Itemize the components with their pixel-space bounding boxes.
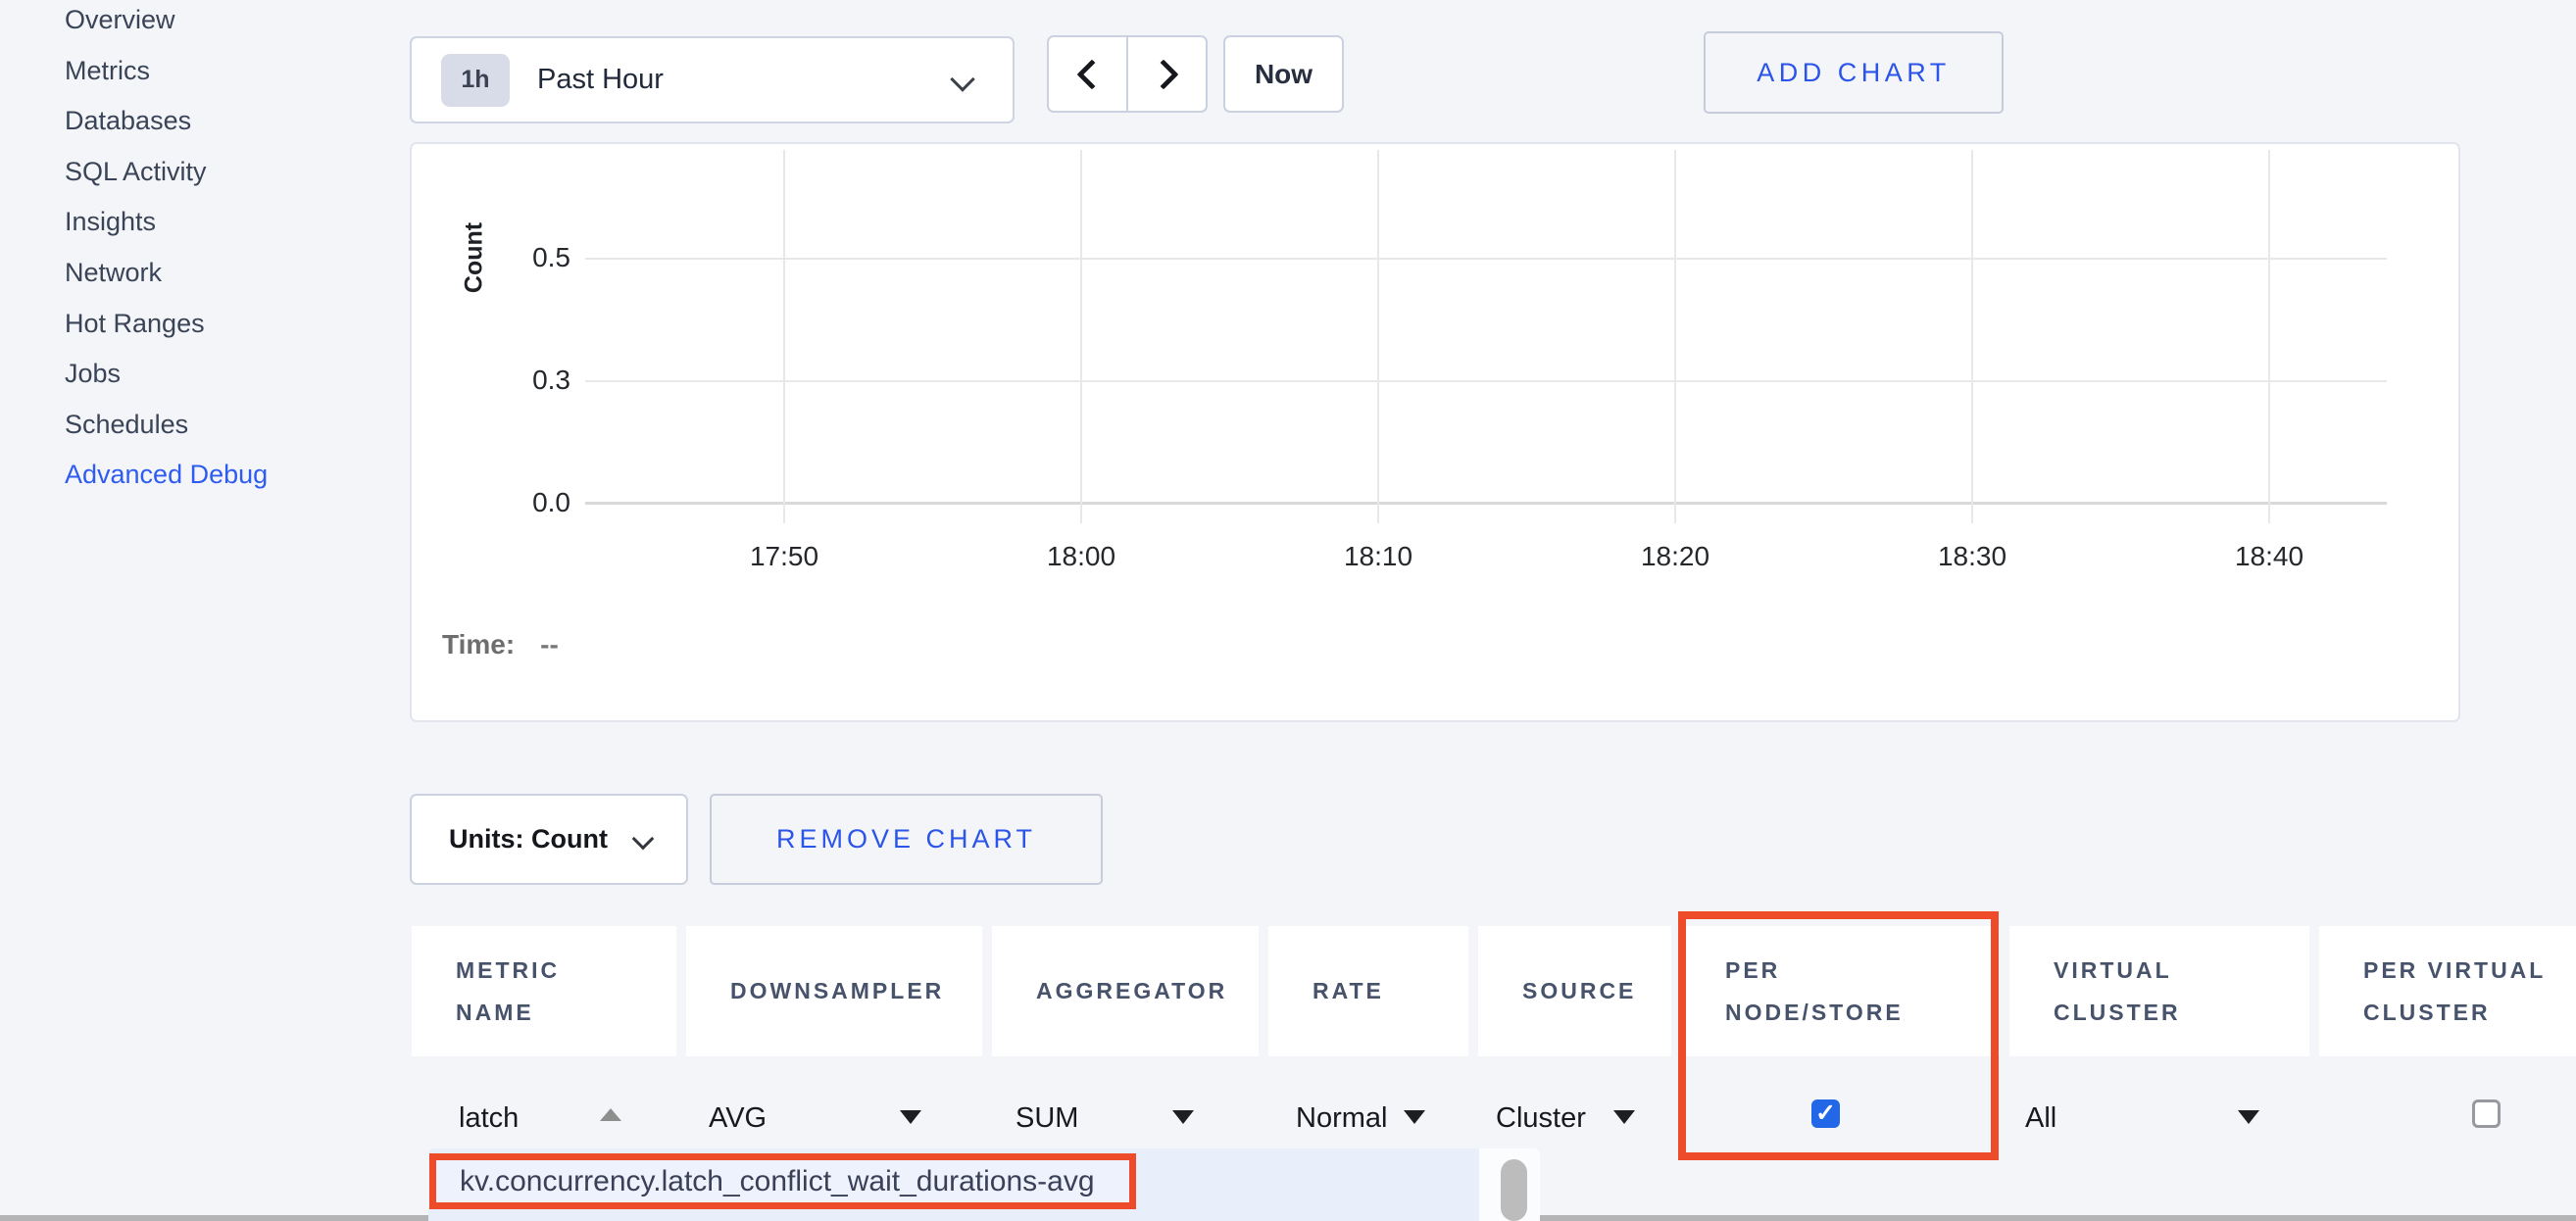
chevron-down-icon[interactable] [1613, 1110, 1635, 1124]
time-value: -- [540, 629, 559, 659]
source-select[interactable]: Cluster [1496, 1102, 1586, 1134]
aggregator-select[interactable]: SUM [1016, 1102, 1079, 1134]
sidebar-item-sql-activity[interactable]: SQL Activity [65, 156, 207, 186]
autocomplete-suggestion[interactable]: kv.concurrency.latch_conflict_wait_durat… [429, 1153, 1136, 1209]
chevron-down-icon[interactable] [2238, 1110, 2259, 1124]
chart-panel: Count 0.5 0.3 0.0 17:50 18:00 18:10 18:2… [410, 142, 2460, 722]
sidebar: Overview Metrics Databases SQL Activity … [65, 0, 388, 501]
units-select-label: Units: Count [449, 824, 608, 854]
add-chart-button[interactable]: ADD CHART [1704, 31, 2004, 114]
x-tick-1800: 18:00 [1046, 541, 1116, 571]
y-tick-0-5: 0.5 [532, 242, 570, 272]
chevron-right-icon [1147, 58, 1179, 90]
metric-name-input[interactable]: latch [459, 1102, 520, 1134]
check-icon: ✓ [1815, 1099, 1836, 1127]
chevron-down-icon[interactable] [1172, 1110, 1194, 1124]
chevron-down-icon[interactable] [900, 1110, 921, 1124]
time-step-buttons [1047, 35, 1208, 113]
x-tick-1810: 18:10 [1343, 541, 1413, 571]
chevron-down-icon [950, 67, 975, 92]
chevron-down-icon [631, 827, 655, 851]
next-range-button[interactable] [1128, 37, 1206, 111]
y-tick-0-0: 0.0 [532, 487, 570, 517]
prev-range-button[interactable] [1049, 37, 1128, 111]
gridline-horizontal [585, 380, 2387, 382]
time-range-label: Past Hour [537, 64, 664, 95]
sidebar-item-databases[interactable]: Databases [65, 106, 192, 136]
x-tick-1830: 18:30 [1937, 541, 2007, 571]
downsampler-select[interactable]: AVG [709, 1102, 768, 1134]
sidebar-item-network[interactable]: Network [65, 257, 163, 287]
remove-chart-button[interactable]: REMOVE CHART [710, 794, 1103, 885]
sidebar-item-hot-ranges[interactable]: Hot Ranges [65, 308, 205, 338]
gridline-vertical [2268, 150, 2270, 523]
x-tick-1840: 18:40 [2234, 541, 2304, 571]
gridline-vertical [1674, 150, 1676, 523]
sidebar-item-overview[interactable]: Overview [65, 5, 175, 34]
time-label: Time: [442, 629, 516, 659]
sidebar-item-metrics[interactable]: Metrics [65, 55, 150, 85]
gridline-horizontal [585, 258, 2387, 260]
x-tick-1750: 17:50 [749, 541, 819, 571]
column-header-per-virtual-cluster: PER VIRTUAL CLUSTER [2319, 926, 2576, 1056]
gridline-vertical [1080, 150, 1082, 523]
now-button[interactable]: Now [1223, 35, 1344, 113]
sort-up-icon[interactable] [600, 1108, 621, 1121]
time-range-select[interactable]: 1h Past Hour [410, 36, 1015, 123]
sidebar-item-schedules[interactable]: Schedules [65, 409, 189, 439]
column-header-virtual-cluster: VIRTUAL CLUSTER [2009, 926, 2309, 1056]
y-tick-0-3: 0.3 [532, 365, 570, 395]
per-virtual-cluster-checkbox[interactable]: ✓ [2472, 1099, 2501, 1128]
hover-time-readout: Time: -- [442, 629, 559, 660]
sidebar-item-advanced-debug[interactable]: Advanced Debug [65, 460, 269, 490]
gridline-vertical [783, 150, 785, 523]
chevron-left-icon [1075, 58, 1108, 90]
per-node-store-checkbox[interactable]: ✓ [1811, 1099, 1840, 1128]
sidebar-item-insights[interactable]: Insights [65, 207, 157, 237]
column-header-rate: RATE [1268, 926, 1468, 1056]
chevron-down-icon[interactable] [1404, 1110, 1425, 1124]
x-tick-1820: 18:20 [1640, 541, 1710, 571]
x-axis-line [585, 502, 2387, 505]
column-header-downsampler: DOWNSAMPLER [686, 926, 982, 1056]
rate-select[interactable]: Normal [1296, 1102, 1388, 1134]
scrollbar-thumb[interactable] [1501, 1159, 1527, 1221]
units-select[interactable]: Units: Count [410, 794, 688, 885]
column-header-per-node-store: PER NODE/STORE [1681, 926, 2000, 1056]
gridline-vertical [1377, 150, 1379, 523]
virtual-cluster-select[interactable]: All [2025, 1102, 2057, 1134]
sidebar-item-jobs[interactable]: Jobs [65, 359, 122, 389]
column-header-metric-name: METRIC NAME [412, 926, 676, 1056]
column-header-aggregator: AGGREGATOR [992, 926, 1259, 1056]
time-range-badge: 1h [441, 53, 510, 107]
gridline-vertical [1971, 150, 1973, 523]
column-header-source: SOURCE [1478, 926, 1671, 1056]
